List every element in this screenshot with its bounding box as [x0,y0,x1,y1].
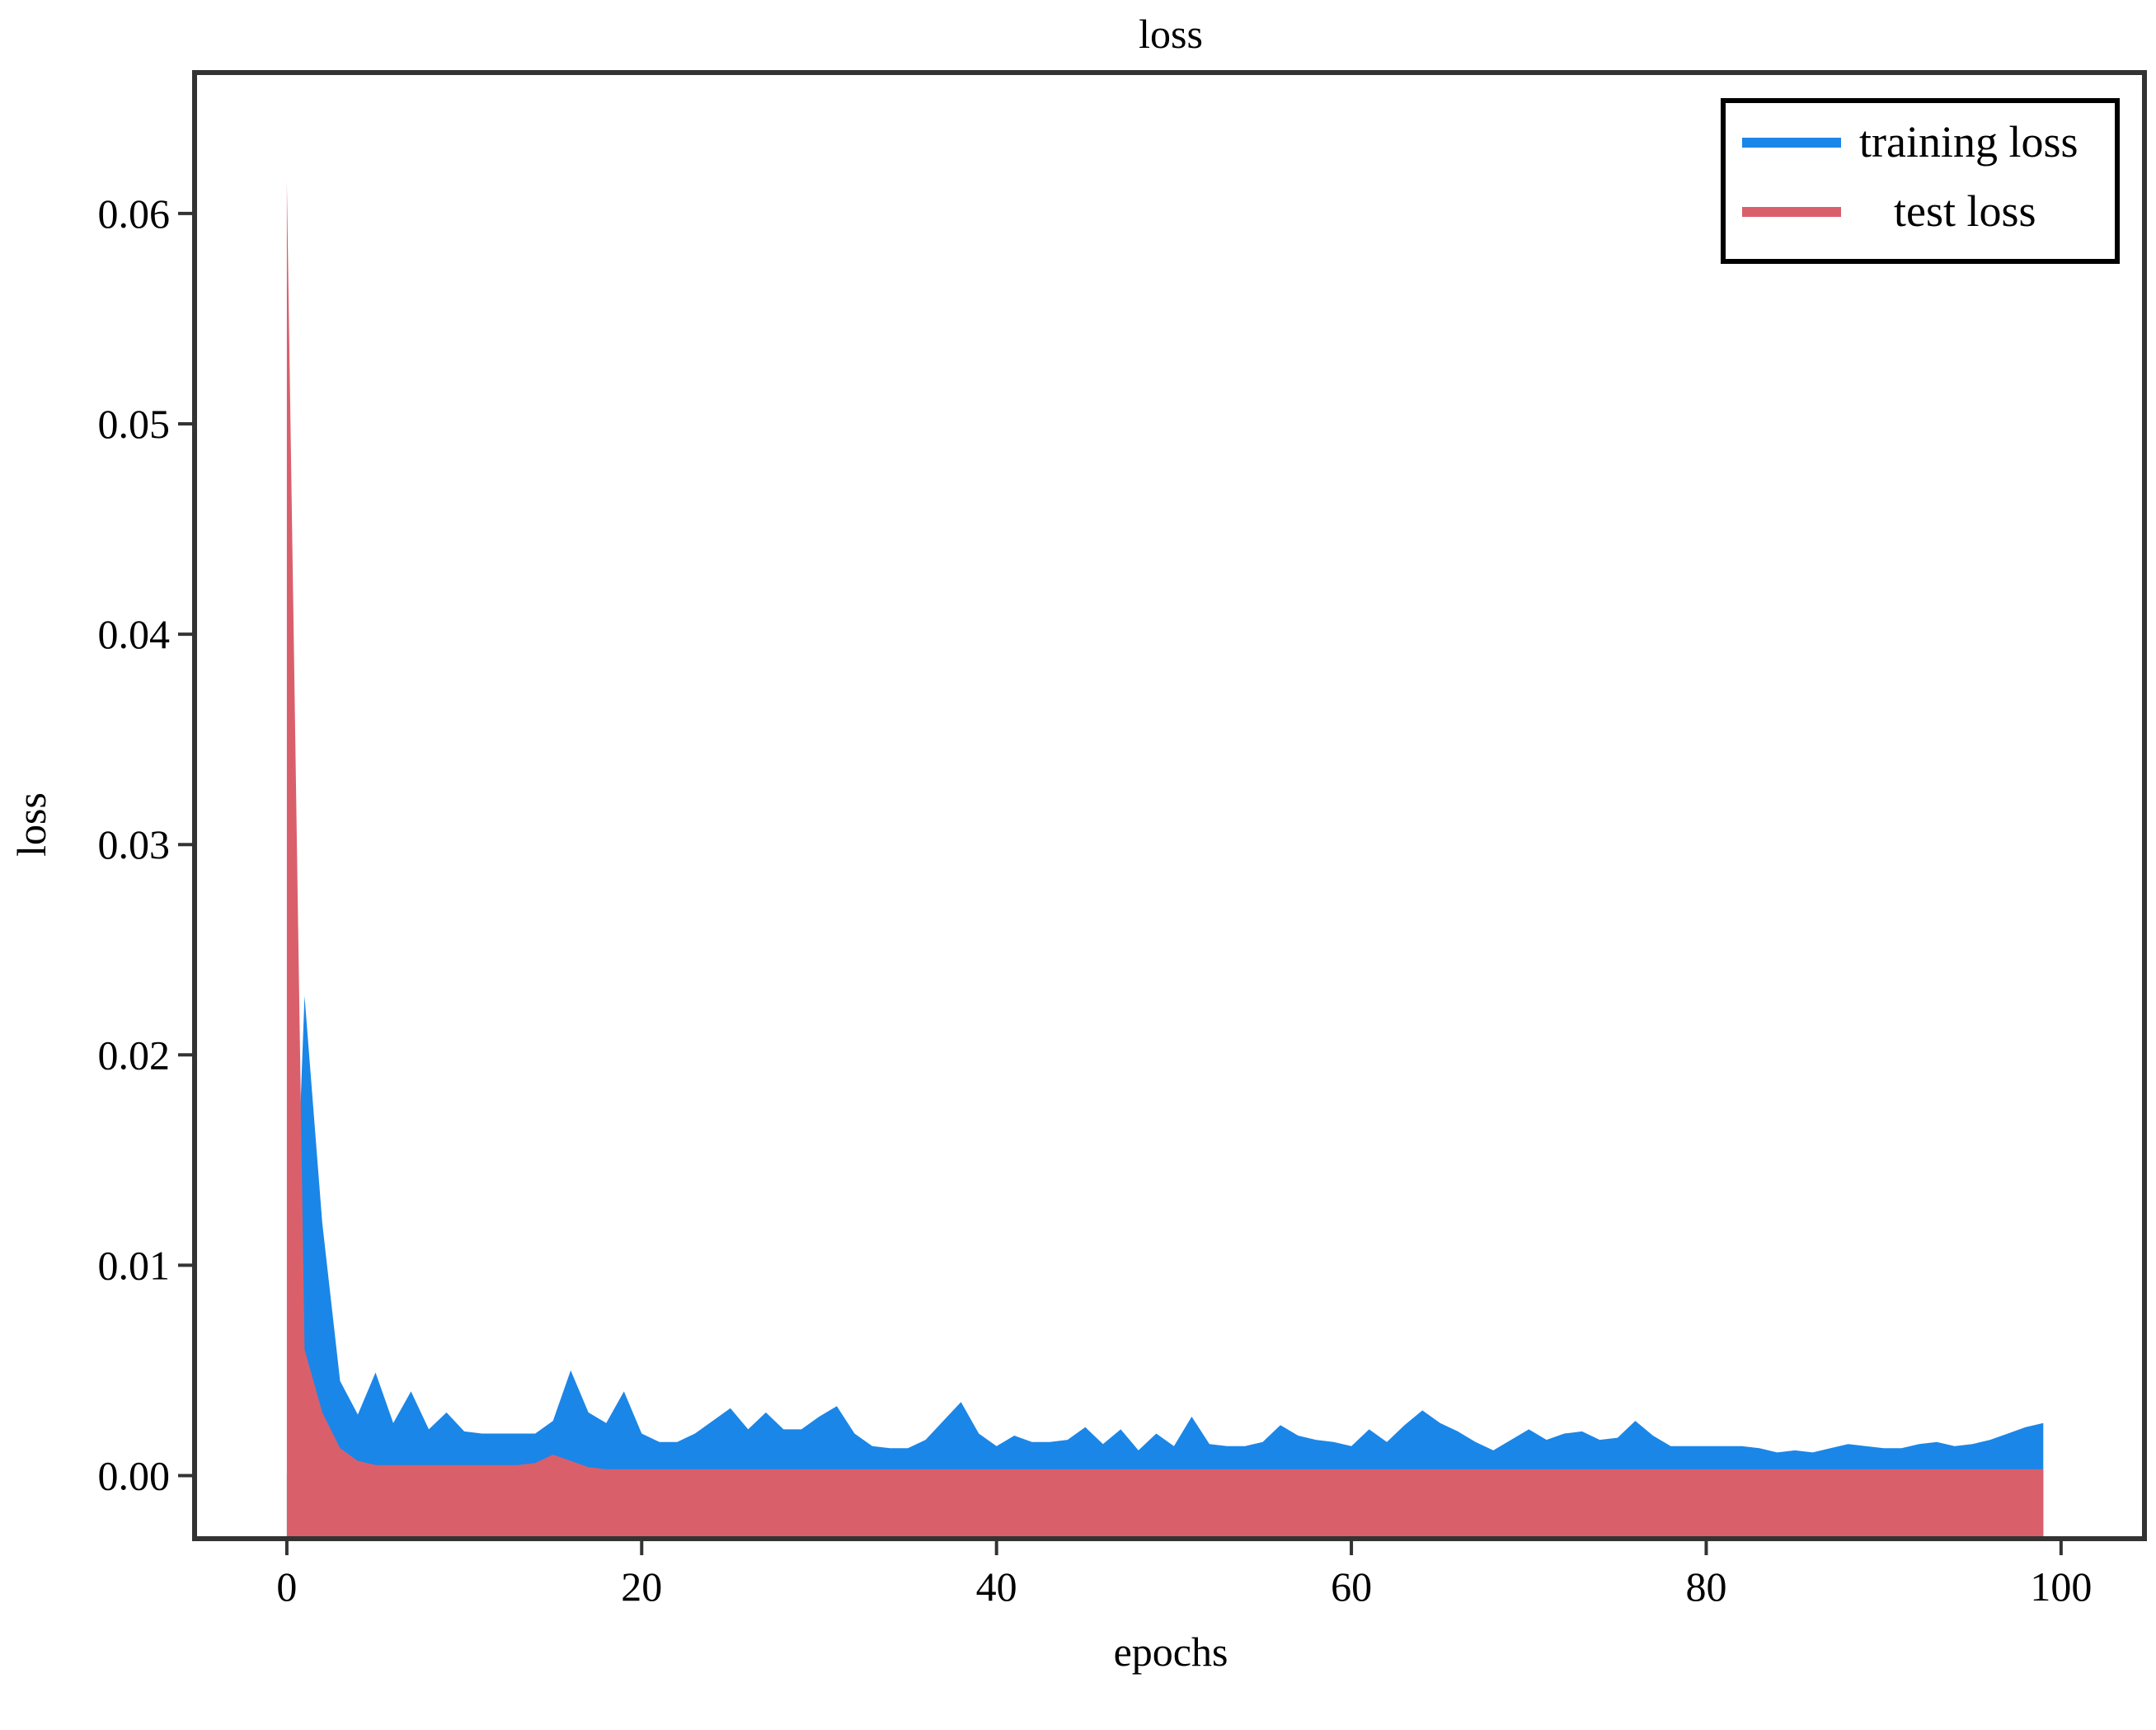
x-tick-label: 100 [2030,1563,2092,1610]
chart-title: loss [1139,11,1203,57]
x-tick-label: 20 [621,1563,662,1610]
y-tick-label: 0.05 [98,401,171,447]
legend-label-training-loss: training loss [1859,117,2078,167]
y-tick-label: 0.04 [98,611,171,657]
y-axis: 0.00 0.01 0.02 0.03 0.04 0.05 0.06 [98,190,192,1498]
series-area-training-loss [286,995,2044,1536]
legend: training loss test loss [1721,98,2120,264]
y-tick-label: 0.06 [98,190,171,237]
plot-area [286,181,2044,1537]
legend-box [1721,98,2120,264]
x-tick-label: 0 [276,1563,297,1610]
x-axis: 0 20 40 60 80 100 [276,1541,2092,1610]
x-tick-label: 40 [976,1563,1017,1610]
y-tick-label: 0.00 [98,1452,171,1498]
y-tick-label: 0.03 [98,821,171,867]
plot-frame [192,70,2147,1541]
y-tick-label: 0.02 [98,1032,171,1078]
series-area-test-loss [286,181,2044,1537]
x-axis-title: epochs [1114,1629,1228,1675]
x-tick-label: 60 [1331,1563,1372,1610]
y-tick-label: 0.01 [98,1242,171,1288]
legend-label-test-loss: test loss [1894,186,2036,236]
x-tick-label: 80 [1685,1563,1726,1610]
y-axis-title: loss [8,792,54,857]
